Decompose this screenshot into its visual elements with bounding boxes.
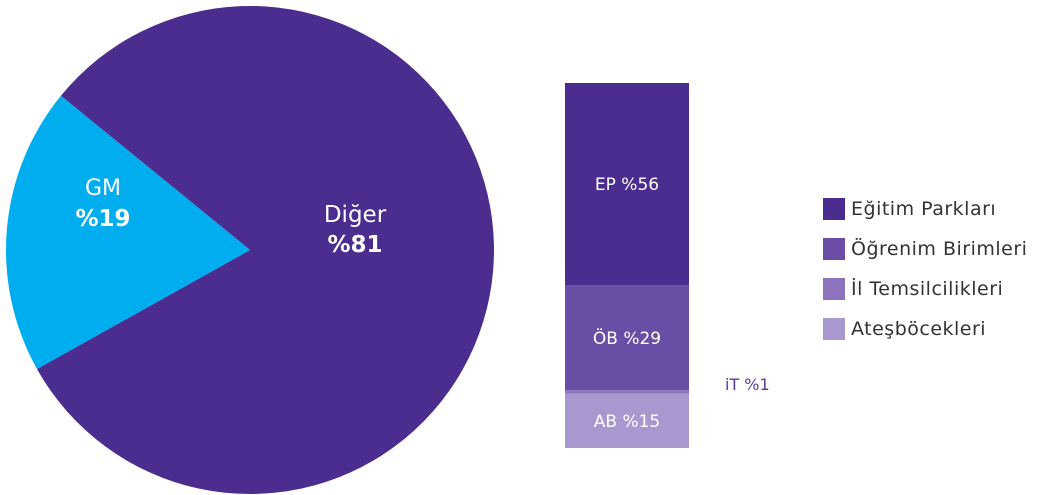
legend-swatch	[823, 198, 845, 220]
bar-label-ab: AB %15	[594, 412, 660, 432]
pie-slice-diger	[37, 5, 494, 494]
bar-segment-ab	[565, 393, 689, 448]
legend-label: İl Temsilcilikleri	[851, 278, 1004, 300]
legend-item-ogrenim-birimleri: Öğrenim Birimleri	[823, 236, 1027, 262]
pie-label-gm-value: %19	[75, 206, 130, 232]
legend-swatch	[823, 318, 845, 340]
pie-slice-gm	[5, 95, 251, 370]
pie-label-diger-name: Diğer	[324, 202, 387, 228]
pie-chart: GM %19 Diğer %81	[5, 5, 494, 494]
legend-swatch	[823, 278, 845, 300]
pie-label-diger-value: %81	[327, 232, 382, 258]
legend-swatch	[823, 238, 845, 260]
bar-segment-ob	[565, 285, 689, 391]
bar-segment-it	[565, 390, 689, 394]
bar-segment-ep	[565, 83, 689, 286]
legend-item-egitim-parklari: Eğitim Parkları	[823, 196, 1027, 222]
legend: Eğitim Parkları Öğrenim Birimleri İl Tem…	[823, 196, 1027, 356]
bar-label-ep: EP %56	[595, 175, 659, 195]
legend-label: Ateşböcekleri	[851, 318, 987, 340]
legend-label: Eğitim Parkları	[851, 198, 997, 220]
pie-label-gm-name: GM	[85, 176, 121, 201]
legend-item-atesbocekleri: Ateşböcekleri	[823, 316, 1027, 342]
legend-label: Öğrenim Birimleri	[851, 238, 1028, 260]
legend-item-il-temsilcilikleri: İl Temsilcilikleri	[823, 276, 1027, 302]
bar-label-it: iT %1	[725, 375, 770, 394]
stacked-bar: EP %56 ÖB %29 iT %1 AB %15	[565, 83, 770, 448]
bar-label-ob: ÖB %29	[593, 327, 661, 349]
